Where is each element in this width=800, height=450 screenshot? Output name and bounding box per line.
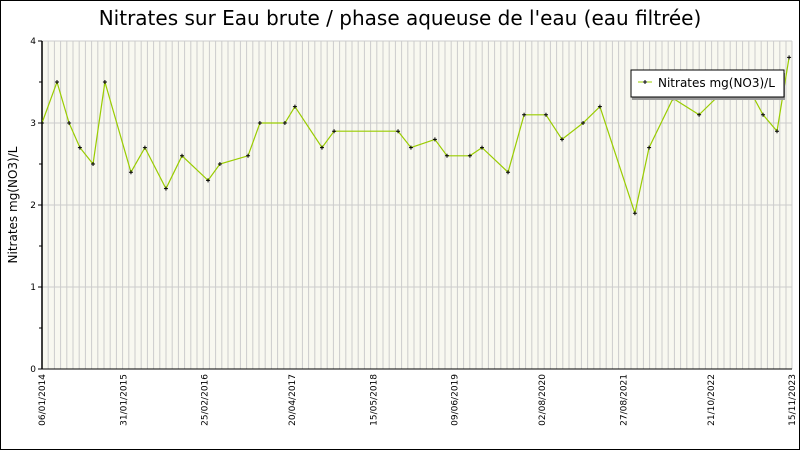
data-point	[282, 121, 287, 125]
y-tick-label: 0	[30, 365, 36, 375]
x-tick-label: 15/05/2018	[369, 374, 379, 426]
data-point	[142, 145, 147, 150]
x-tick-label: 27/08/2021	[619, 374, 629, 426]
data-point	[102, 80, 107, 84]
data-point	[55, 80, 59, 84]
x-tick-label: 21/10/2022	[707, 374, 717, 426]
chart-title: Nitrates sur Eau brute / phase aqueuse d…	[98, 6, 702, 30]
data-point	[332, 129, 337, 134]
x-tick-label: 25/02/2016	[201, 374, 211, 426]
data-point	[396, 129, 401, 134]
data-point	[581, 121, 586, 125]
data-point	[408, 145, 413, 150]
x-tick-label: 02/08/2020	[538, 374, 548, 426]
data-point	[257, 121, 262, 125]
series-line	[41, 57, 790, 216]
data-point	[632, 211, 637, 216]
data-point	[775, 129, 779, 134]
data-point	[40, 121, 44, 125]
x-tick-label: 06/01/2014	[38, 374, 48, 426]
x-tick-label: 20/04/2017	[288, 374, 298, 426]
y-tick-label: 1	[30, 283, 36, 293]
y-tick-label: 4	[30, 37, 36, 47]
data-point	[180, 153, 184, 158]
data-point	[506, 170, 511, 175]
data-point	[320, 145, 324, 150]
y-tick-label: 3	[30, 119, 36, 129]
legend-box	[630, 69, 785, 98]
data-point	[597, 104, 602, 109]
data-point	[206, 178, 211, 183]
data-point	[445, 153, 449, 158]
data-point	[480, 145, 484, 150]
data-point	[246, 153, 251, 158]
data-point	[163, 186, 168, 191]
x-tick-label: 09/06/2019	[451, 374, 461, 426]
data-point	[432, 137, 437, 142]
data-point	[91, 162, 96, 166]
x-tick-label: 15/11/2023	[788, 374, 798, 426]
data-point	[467, 153, 472, 158]
data-point	[217, 162, 222, 166]
legend-label: Nitrates mg(NO3)/L	[658, 76, 775, 90]
data-point	[560, 137, 564, 142]
data-point	[647, 145, 652, 150]
data-point	[543, 112, 548, 117]
y-axis-label: Nitrates mg(NO3)/L	[6, 146, 20, 263]
data-point	[67, 121, 72, 125]
data-point	[292, 104, 297, 109]
data-point	[787, 55, 792, 60]
y-tick-label: 2	[30, 201, 36, 211]
legend: Nitrates mg(NO3)/L	[630, 69, 785, 100]
data-point	[697, 112, 702, 117]
data-point	[77, 145, 82, 150]
legend-marker-icon	[643, 80, 647, 84]
x-tick-label: 31/01/2015	[119, 374, 129, 426]
data-point	[761, 112, 766, 117]
data-point	[522, 112, 527, 117]
data-point	[128, 170, 133, 175]
